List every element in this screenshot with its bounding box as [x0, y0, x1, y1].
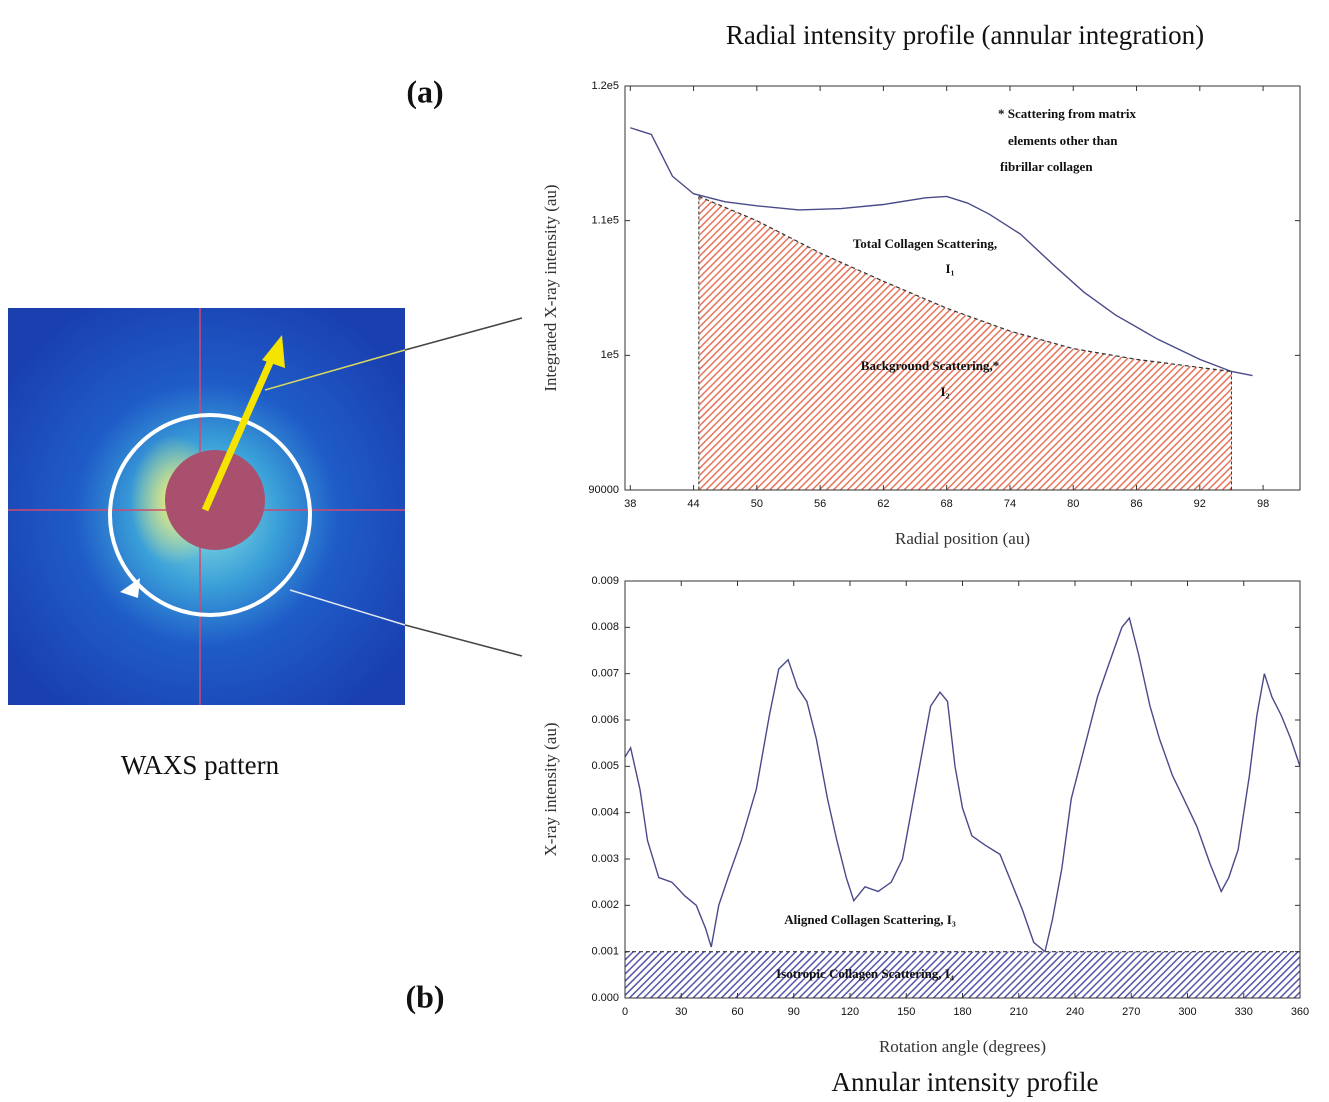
- y-tick-label: 0.007: [591, 668, 619, 680]
- annotation: elements other than: [1008, 133, 1118, 148]
- x-tick-label: 90: [788, 1006, 800, 1018]
- x-tick-label: 56: [814, 498, 826, 510]
- annotation: I₁: [946, 261, 955, 276]
- y-tick-label: 1.2e5: [591, 80, 619, 92]
- top-title: Radial intensity profile (annular integr…: [726, 20, 1204, 50]
- x-axis-label: Radial position (au): [895, 529, 1030, 548]
- image-caption: WAXS pattern: [121, 750, 280, 780]
- x-tick-label: 210: [1010, 1006, 1028, 1018]
- y-tick-label: 0.003: [591, 853, 619, 865]
- y-tick-label: 1e5: [601, 349, 619, 361]
- x-tick-label: 240: [1066, 1006, 1084, 1018]
- annotation: Aligned Collagen Scattering, I₃: [784, 912, 956, 927]
- x-tick-label: 270: [1122, 1006, 1140, 1018]
- panel-label: (b): [405, 978, 444, 1014]
- y-tick-label: 0.006: [591, 714, 619, 726]
- x-tick-label: 98: [1257, 498, 1269, 510]
- x-tick-label: 0: [622, 1006, 628, 1018]
- y-tick-label: 90000: [588, 484, 619, 496]
- x-tick-label: 92: [1194, 498, 1206, 510]
- y-tick-label: 0.008: [591, 621, 619, 633]
- annotation: I₂: [941, 384, 950, 399]
- x-tick-label: 60: [731, 1006, 743, 1018]
- x-tick-label: 330: [1235, 1006, 1253, 1018]
- y-tick-label: 0.002: [591, 899, 619, 911]
- x-tick-label: 150: [897, 1006, 915, 1018]
- x-tick-label: 360: [1291, 1006, 1309, 1018]
- x-tick-label: 68: [941, 498, 953, 510]
- annotation: * Scattering from matrix: [998, 106, 1137, 121]
- area-fill: [625, 952, 1300, 998]
- x-tick-label: 62: [877, 498, 889, 510]
- x-tick-label: 44: [687, 498, 699, 510]
- annotation: Isotropic Collagen Scattering, I₄: [776, 966, 954, 981]
- annotation: Total Collagen Scattering,: [853, 236, 997, 251]
- data-line: [625, 618, 1300, 952]
- x-tick-label: 30: [675, 1006, 687, 1018]
- annotation: fibrillar collagen: [1000, 159, 1093, 174]
- annotation: Background Scattering,*: [861, 358, 999, 373]
- y-axis-label: X-ray intensity (au): [541, 722, 560, 856]
- plot-frame: [625, 581, 1300, 998]
- x-tick-label: 180: [953, 1006, 971, 1018]
- y-tick-label: 0.001: [591, 946, 619, 958]
- x-tick-label: 86: [1130, 498, 1142, 510]
- y-tick-label: 0.005: [591, 760, 619, 772]
- x-tick-label: 80: [1067, 498, 1079, 510]
- x-tick-label: 38: [624, 498, 636, 510]
- y-tick-label: 0.009: [591, 575, 619, 587]
- y-tick-label: 0.004: [591, 807, 619, 819]
- panel-label: (a): [406, 73, 443, 109]
- bottom-title: Annular intensity profile: [832, 1067, 1099, 1097]
- x-tick-label: 120: [841, 1006, 859, 1018]
- x-tick-label: 50: [751, 498, 763, 510]
- x-tick-label: 74: [1004, 498, 1016, 510]
- y-tick-label: 0.000: [591, 992, 619, 1004]
- y-axis-label: Integrated X-ray intensity (au): [541, 184, 560, 391]
- x-tick-label: 300: [1178, 1006, 1196, 1018]
- x-axis-label: Rotation angle (degrees): [879, 1037, 1046, 1056]
- y-tick-label: 1.1e5: [591, 215, 619, 227]
- figure: Radial intensity profile (annular integr…: [0, 0, 1329, 1102]
